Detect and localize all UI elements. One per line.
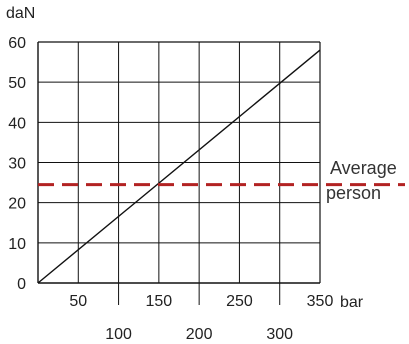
x-tick-label-300: 300 (266, 326, 293, 343)
grid (37, 41, 321, 305)
y-tick-label-0: 0 (17, 276, 26, 293)
y-tick-label-20: 20 (8, 196, 26, 213)
x-tick-label-50: 50 (69, 293, 87, 310)
x-tick-label-200: 200 (186, 326, 213, 343)
y-tick-label-10: 10 (8, 236, 26, 253)
series-line-0 (37, 49, 321, 284)
y-tick-label-30: 30 (8, 156, 26, 173)
x-tick-label-350: 350 (307, 293, 334, 310)
reference-label-line2: person (326, 183, 381, 203)
y-axis-label: daN (6, 5, 35, 22)
reference-label-line1: Average (330, 158, 397, 178)
x-tick-label-150: 150 (146, 293, 173, 310)
y-tick-label-50: 50 (8, 75, 26, 92)
y-tick-label-60: 60 (8, 35, 26, 52)
y-tick-label-40: 40 (8, 115, 26, 132)
x-axis-label: bar (340, 294, 364, 311)
x-tick-label-100: 100 (105, 326, 132, 343)
x-tick-labels: 50 100 150 200 250 300 350 (69, 293, 333, 343)
x-tick-label-250: 250 (226, 293, 253, 310)
y-tick-labels: 0 10 20 30 40 50 60 (8, 35, 26, 293)
series-layer (37, 49, 321, 284)
